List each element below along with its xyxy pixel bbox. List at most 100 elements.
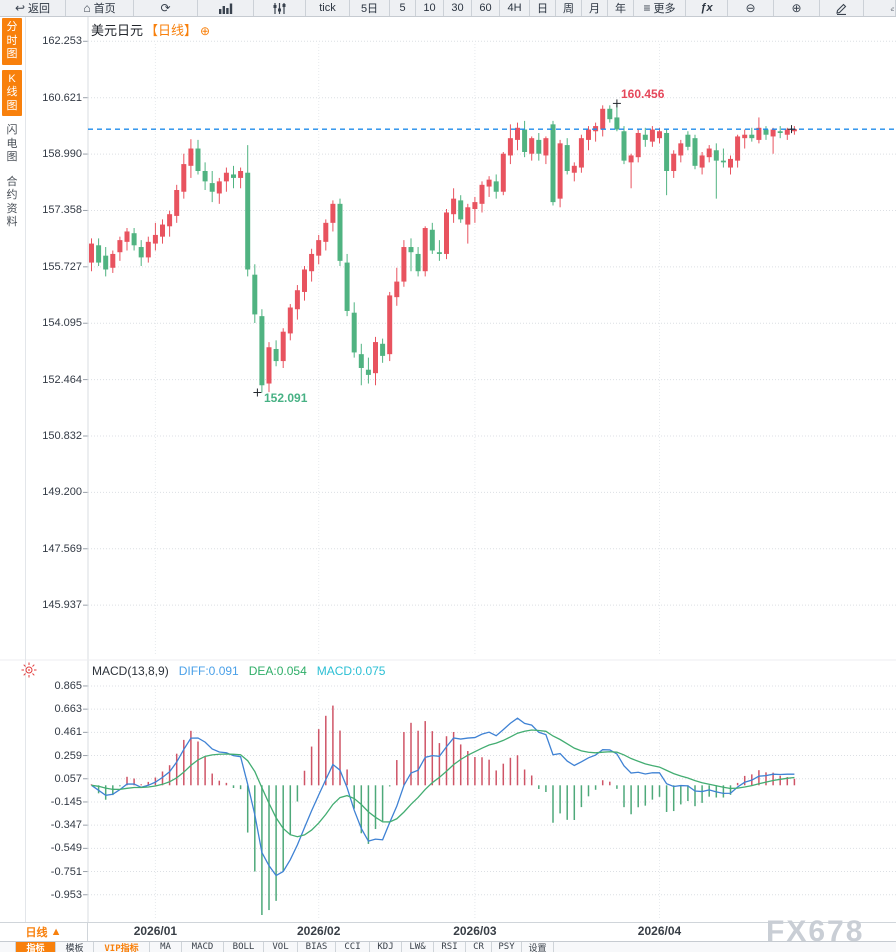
bar-chart-button[interactable] <box>198 0 254 16</box>
macd-tick-label: -0.145 <box>50 795 82 808</box>
tab-time-chart[interactable]: 分时图 <box>2 18 22 65</box>
tab-kdj[interactable]: KDJ <box>370 942 402 952</box>
price-tick-label: 145.937 <box>42 599 82 612</box>
high-annotation: 160.456 <box>621 87 665 101</box>
tab-bias[interactable]: BIAS <box>298 942 336 952</box>
macd-dea-readout: DEA:0.054 <box>248 664 307 678</box>
interval-60-button[interactable]: 60 <box>472 0 500 16</box>
add-indicator-icon[interactable]: ⊕ <box>200 24 211 38</box>
tab-rsi[interactable]: RSI <box>434 942 466 952</box>
macd-lines <box>91 717 795 877</box>
indicator-fx-button-label: ƒx <box>700 2 713 14</box>
x-axis-month-label: 2026/03 <box>453 924 497 938</box>
x-axis-month-label: 2026/04 <box>637 924 682 938</box>
tab-time-chart-char: 时 <box>6 34 18 47</box>
tab-flash-chart-char: 图 <box>6 151 18 163</box>
tab-macd[interactable]: MACD <box>182 942 224 952</box>
zoom-in-icon: ⊕ <box>791 1 802 15</box>
interval-5-button-label: 5 <box>399 2 406 14</box>
interval-4h-button[interactable]: 4H <box>500 0 530 16</box>
interval-day-button[interactable]: 日 <box>530 0 556 16</box>
more-button-label: 更多 <box>653 3 676 15</box>
home-icon: ⌂ <box>83 1 91 15</box>
tab-contract-info-char: 资 <box>6 202 18 215</box>
price-tick-label: 160.621 <box>42 91 82 104</box>
tab-cci[interactable]: CCI <box>336 942 370 952</box>
clipped-pen-icon <box>890 6 895 11</box>
interval-10-button[interactable]: 10 <box>416 0 444 16</box>
price-tick-label: 152.464 <box>42 373 82 386</box>
macd-tick-label: 0.663 <box>54 703 82 716</box>
price-tick-label: 162.253 <box>42 35 82 48</box>
zoom-out-button[interactable]: ⊖ <box>728 0 774 16</box>
tab-vol[interactable]: VOL <box>264 942 298 952</box>
price-tick-label: 158.990 <box>42 148 82 161</box>
macd-title: MACD(13,8,9) <box>92 664 169 678</box>
tab-flash-chart[interactable]: 闪电图 <box>2 121 22 168</box>
interval-4h-button-label: 4H <box>507 2 522 14</box>
macd-tick-label: 0.259 <box>54 749 82 762</box>
tab-cci-label: CCI <box>344 942 361 952</box>
tab-macd-label: MACD <box>191 942 214 952</box>
more-button[interactable]: ≡ 更多 <box>634 0 686 16</box>
timeframe-label: 【日线】 <box>145 23 198 38</box>
low-annotation: 152.091 <box>264 391 308 405</box>
price-tick-label: 149.200 <box>42 486 82 499</box>
interval-year-button-label: 年 <box>615 3 626 15</box>
kline-style-button[interactable] <box>254 0 306 16</box>
tab-psy-label: PSY <box>498 942 515 952</box>
interval-60-button-label: 60 <box>479 2 492 14</box>
tab-psy[interactable]: PSY <box>492 942 522 952</box>
tab-bar-spacer <box>0 942 16 952</box>
tab-ma[interactable]: MA <box>150 942 182 952</box>
refresh-button[interactable]: ⟳ <box>134 0 198 16</box>
tab-settings[interactable]: 设置 <box>522 942 554 952</box>
tab-flash-chart-char: 电 <box>6 137 18 150</box>
price-tick-label: 157.358 <box>42 204 82 217</box>
tab-boll[interactable]: BOLL <box>224 942 264 952</box>
home-button[interactable]: ⌂ 首页 <box>66 0 134 16</box>
indicator-settings-sun-icon[interactable] <box>21 662 37 683</box>
tab-lwr[interactable]: LW& <box>402 942 434 952</box>
tab-kline-chart-char: 图 <box>6 99 18 112</box>
price-tick-label: 154.095 <box>42 317 82 330</box>
zoom-in-button[interactable]: ⊕ <box>774 0 820 16</box>
tab-templates[interactable]: 模板 <box>56 942 94 952</box>
interval-week-button-label: 周 <box>563 3 574 15</box>
tab-contract-info-char: 约 <box>6 189 18 201</box>
interval-month-button-label: 月 <box>589 3 600 15</box>
interval-5-button[interactable]: 5 <box>390 0 416 16</box>
interval-tick-button-label: tick <box>319 2 336 14</box>
candlesticks[interactable] <box>89 103 797 393</box>
x-axis-row <box>0 922 896 941</box>
tab-contract-info[interactable]: 合约资料 <box>2 172 22 233</box>
tab-vol-label: VOL <box>272 942 289 952</box>
price-tick-label: 155.727 <box>42 260 82 273</box>
tab-cr[interactable]: CR <box>466 942 492 952</box>
interval-5d-button[interactable]: 5日 <box>350 0 390 16</box>
tab-vip-indicators[interactable]: VIP指标 <box>94 942 150 952</box>
period-selector[interactable]: 日线 ▲ <box>0 922 88 941</box>
tab-flash-chart-char: 闪 <box>6 124 18 136</box>
tab-lwr-label: LW& <box>409 942 426 952</box>
chart-title: 美元日元 【日线】 ⊕ <box>91 20 210 39</box>
tab-indicators[interactable]: 指标 <box>16 942 56 952</box>
period-arrow-icon: ▲ <box>50 926 62 938</box>
draw-button[interactable] <box>820 0 864 16</box>
indicator-fx-button[interactable]: ƒx <box>686 0 728 16</box>
interval-tick-button[interactable]: tick <box>306 0 350 16</box>
period-label: 日线 <box>25 927 48 939</box>
interval-year-button[interactable]: 年 <box>608 0 634 16</box>
back-button[interactable]: ↩ 返回 <box>0 0 66 16</box>
macd-tick-label: 0.461 <box>54 726 82 739</box>
tab-time-chart-char: 分 <box>6 21 18 33</box>
interval-30-button[interactable]: 30 <box>444 0 472 16</box>
interval-month-button[interactable]: 月 <box>582 0 608 16</box>
tab-templates-label: 模板 <box>65 943 84 952</box>
tab-contract-info-char: 料 <box>6 216 18 228</box>
interval-week-button[interactable]: 周 <box>556 0 582 16</box>
cross-markers <box>253 99 796 397</box>
